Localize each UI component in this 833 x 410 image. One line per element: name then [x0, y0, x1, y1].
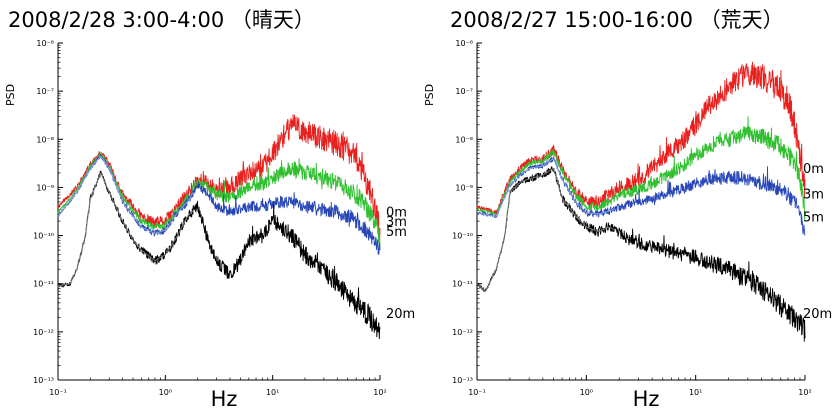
x-tick-label: 10¹ [266, 388, 279, 397]
y-tick-label: 10⁻⁹ [455, 183, 473, 192]
y-tick-label: 10⁻¹¹ [33, 280, 54, 289]
x-tick-label: 10⁻¹ [468, 388, 486, 397]
series-line-lowfreq-5m [57, 155, 194, 235]
series-label-20m: 20m [803, 307, 832, 322]
chart-panel-stormy: 2008/2/27 15:00-16:00 （荒天） 10⁻⁶ 10⁻⁷ 10⁻⁸ 1… [420, 0, 833, 410]
psd-chart-clear: 10⁻⁶ 10⁻⁷ 10⁻⁸ 10⁻⁹ 10⁻¹⁰ 10⁻¹¹ 10⁻¹² 10⁻¹³ 10⁻¹… [4, 39, 415, 410]
psd-chart-stormy: 10⁻⁶ 10⁻⁷ 10⁻⁸ 10⁻⁹ 10⁻¹⁰ 10⁻¹¹ 10⁻¹² 10⁻¹³ 10⁻¹… [423, 39, 832, 410]
series-line-0m [476, 61, 806, 215]
y-tick-label: 10⁻¹² [33, 328, 54, 337]
y-tick-label: 10⁻⁷ [36, 87, 54, 96]
x-axis-label: Hz [633, 387, 660, 410]
x-tick-label: 10² [373, 388, 386, 397]
y-tick-label: 10⁻⁸ [455, 135, 473, 144]
x-tick-label: 10¹ [689, 388, 702, 397]
y-tick-label: 10⁻¹³ [452, 376, 473, 385]
series-label-0m: 0m [386, 206, 407, 221]
series-line-5m [476, 156, 806, 236]
y-axis-label: PSD [4, 84, 17, 106]
series-label-3m: 3m [803, 188, 824, 203]
series-line-5m [57, 154, 381, 255]
x-tick-label: 10⁻¹ [49, 388, 67, 397]
series-line-20m [476, 165, 806, 342]
y-tick-label: 10⁻⁶ [455, 39, 473, 48]
y-tick-label: 10⁻¹⁰ [452, 232, 473, 241]
series-line-0m [57, 114, 381, 245]
y-tick-label: 10⁻¹³ [33, 376, 54, 385]
series-label-3m: 3m [386, 215, 407, 230]
series-line-20m [57, 170, 381, 340]
chart-title-clear: 2008/2/28 3:00-4:00 （晴天） [8, 8, 315, 32]
series-label-5m: 5m [386, 225, 407, 240]
y-tick-label: 10⁻¹⁰ [33, 232, 54, 241]
y-tick-label: 10⁻⁸ [36, 135, 54, 144]
series-line-3m [57, 151, 381, 248]
y-tick-label: 10⁻⁶ [36, 39, 54, 48]
chart-title-stormy: 2008/2/27 15:00-16:00 （荒天） [450, 8, 784, 32]
series-line-lowfreq-20m [476, 168, 615, 292]
series-label-0m: 0m [803, 162, 824, 177]
x-tick-label: 10² [798, 388, 811, 397]
x-tick-label: 10⁰ [580, 388, 593, 397]
series-label-20m: 20m [386, 307, 415, 322]
series-line-lowfreq-5m [476, 158, 615, 217]
x-axis-label: Hz [211, 387, 238, 410]
series-label-5m: 5m [803, 211, 824, 226]
chart-panel-clear: 2008/2/28 3:00-4:00 （晴天） 10⁻⁶ 10⁻⁷ 10⁻⁸ 10⁻… [4, 8, 415, 410]
y-tick-label: 10⁻¹¹ [452, 280, 473, 289]
series-line-lowfreq-20m [57, 172, 194, 287]
y-tick-label: 10⁻¹² [452, 328, 473, 337]
y-axis-label: PSD [423, 84, 436, 106]
y-tick-label: 10⁻⁹ [36, 183, 54, 192]
series-line-3m [476, 116, 806, 220]
x-tick-label: 10⁰ [159, 388, 172, 397]
y-tick-label: 10⁻⁷ [455, 87, 473, 96]
